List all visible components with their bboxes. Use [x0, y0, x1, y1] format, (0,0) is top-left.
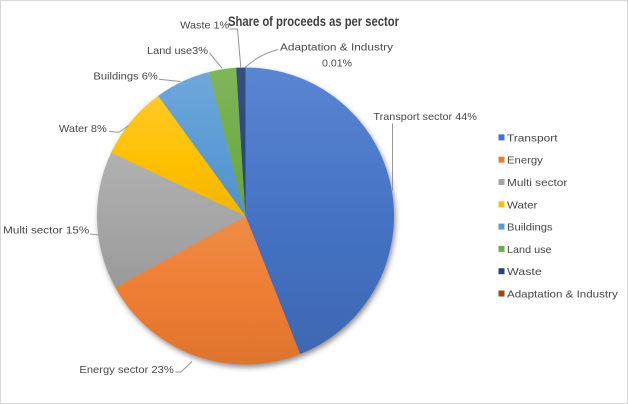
svg-text:Waste: Waste	[507, 266, 542, 278]
svg-text:Buildings: Buildings	[507, 222, 553, 234]
svg-text:0.01%: 0.01%	[322, 57, 352, 69]
svg-text:Buildings 6%: Buildings 6%	[93, 71, 157, 83]
svg-text:Energy sector 23%: Energy sector 23%	[79, 364, 173, 376]
svg-text:Land use: Land use	[507, 244, 552, 256]
svg-text:Water: Water	[507, 199, 538, 211]
svg-text:Adaptation & Industry: Adaptation & Industry	[280, 42, 394, 54]
svg-text:Multi sector: Multi sector	[507, 177, 568, 189]
svg-text:Water 8%: Water 8%	[59, 123, 107, 135]
svg-text:Energy: Energy	[507, 155, 544, 167]
svg-text:Transport sector 44%: Transport sector 44%	[373, 111, 477, 123]
svg-text:Multi sector 15%: Multi sector 15%	[3, 224, 89, 236]
svg-text:Waste 1%: Waste 1%	[180, 20, 229, 32]
svg-text:Adaptation & Industry: Adaptation & Industry	[507, 289, 619, 301]
svg-text:Share of proceeds as per secto: Share of proceeds as per sector	[228, 13, 399, 29]
svg-text:Land use3%: Land use3%	[147, 45, 208, 57]
svg-text:Transport: Transport	[507, 132, 558, 144]
